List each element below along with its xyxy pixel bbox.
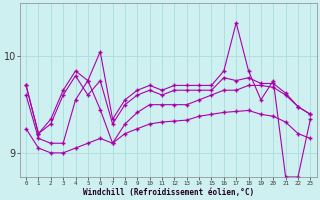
X-axis label: Windchill (Refroidissement éolien,°C): Windchill (Refroidissement éolien,°C) xyxy=(83,188,254,197)
